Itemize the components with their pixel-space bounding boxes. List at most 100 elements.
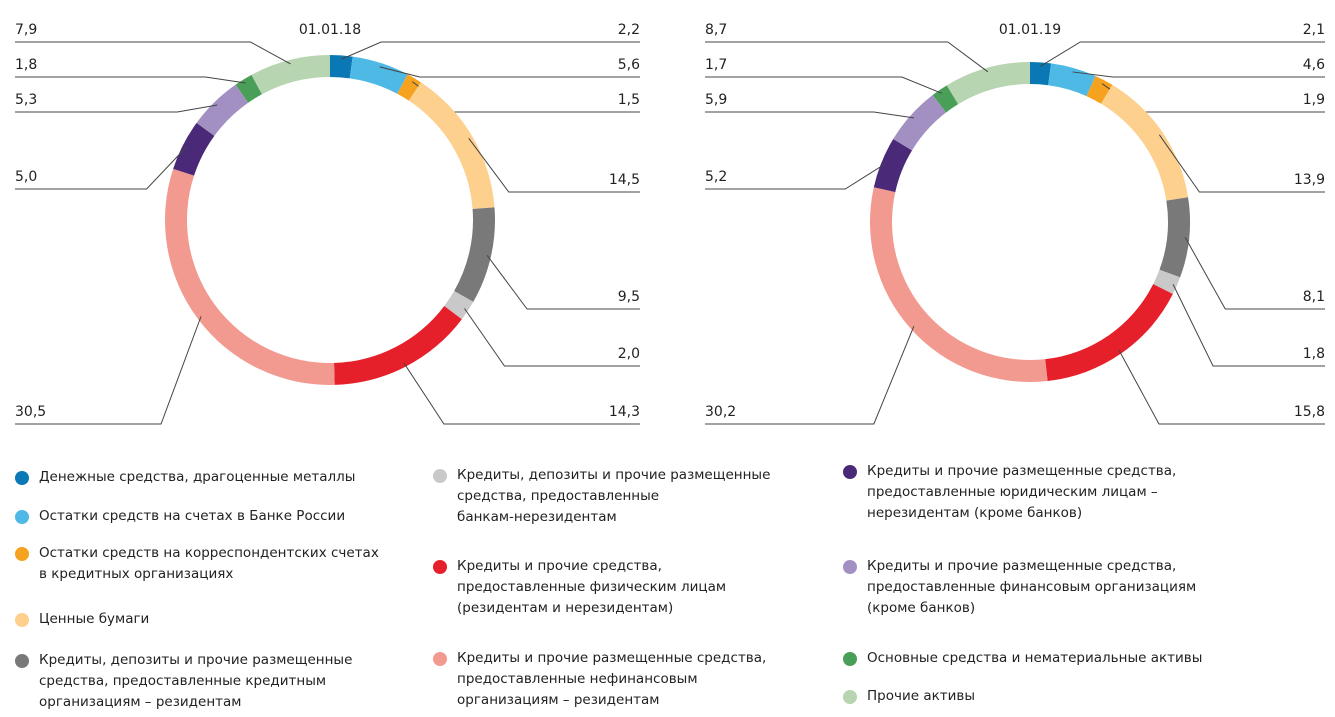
- leader-line: [464, 308, 640, 367]
- leader-line: [1040, 41, 1325, 67]
- value-label: 1,7: [705, 57, 727, 73]
- value-label: 8,1: [1303, 289, 1325, 305]
- donut-segment: [330, 55, 353, 79]
- legend-swatch: [15, 613, 29, 627]
- leader-line: [1184, 237, 1325, 310]
- legend-swatch: [843, 690, 857, 704]
- value-label: 1,5: [618, 92, 640, 108]
- leader-line: [15, 316, 202, 425]
- legend-item: Денежные средства, драгоценные металлы: [15, 467, 355, 488]
- donut-segment: [1048, 63, 1096, 97]
- legend-swatch: [843, 465, 857, 479]
- leader-line: [15, 104, 218, 113]
- legend-item: Кредиты, депозиты и прочие размещенные с…: [15, 650, 352, 713]
- value-label: 9,5: [618, 289, 640, 305]
- leader-line: [15, 41, 291, 65]
- donut-segment: [408, 82, 495, 210]
- value-label: 2,0: [618, 346, 640, 362]
- leader-line: [705, 111, 914, 119]
- value-label: 5,9: [705, 92, 727, 108]
- donut-segment: [349, 56, 408, 94]
- value-label: 14,3: [609, 404, 640, 420]
- leader-line: [1072, 71, 1325, 78]
- legend-swatch: [433, 560, 447, 574]
- value-label: 1,8: [1303, 346, 1325, 362]
- value-label: 4,6: [1303, 57, 1325, 73]
- donut-segment: [869, 187, 1048, 382]
- value-label: 14,5: [609, 172, 640, 188]
- legend-label: Основные средства и нематериальные актив…: [867, 650, 1203, 666]
- legend-item: Ценные бумаги: [15, 609, 149, 630]
- legend-swatch: [15, 654, 29, 668]
- legend-label: Кредиты и прочие размещенные средства, п…: [457, 650, 767, 708]
- legend-label: Кредиты, депозиты и прочие размещенные с…: [39, 652, 353, 710]
- legend-item: Остатки средств на корреспондентских сче…: [15, 543, 379, 585]
- value-label: 1,9: [1303, 92, 1325, 108]
- leader-line: [705, 325, 915, 425]
- value-label: 5,0: [15, 169, 37, 185]
- leader-line: [486, 255, 640, 310]
- legend-item: Кредиты и прочие размещенные средства, п…: [843, 461, 1176, 524]
- legend-item: Основные средства и нематериальные актив…: [843, 648, 1202, 669]
- leader-line: [403, 362, 640, 425]
- value-label: 7,9: [15, 22, 37, 38]
- donut-segment: [334, 305, 462, 385]
- legend-label: Денежные средства, драгоценные металлы: [39, 469, 356, 485]
- chart-title: 01.01.19: [999, 22, 1061, 38]
- value-label: 2,2: [618, 22, 640, 38]
- legend-label: Кредиты и прочие размещенные средства, п…: [867, 463, 1177, 521]
- legend-swatch: [843, 560, 857, 574]
- donut-segment: [397, 74, 421, 101]
- value-label: 2,1: [1303, 22, 1325, 38]
- value-label: 5,6: [618, 57, 640, 73]
- legend-label: Остатки средств на корреспондентских сче…: [39, 545, 379, 582]
- donut-segment: [1086, 75, 1113, 104]
- donut-segment: [444, 290, 474, 320]
- donut-segment: [873, 138, 913, 193]
- donut-segment: [454, 207, 496, 302]
- legend-item: Кредиты и прочие размещенные средства, п…: [843, 556, 1196, 619]
- legend-label: Кредиты, депозиты и прочие размещенные с…: [457, 467, 771, 525]
- value-label: 30,2: [705, 404, 736, 420]
- legend-label: Кредиты и прочие размещенные средства, п…: [867, 558, 1197, 616]
- legend-swatch: [15, 510, 29, 524]
- legend-label: Прочие активы: [867, 688, 976, 704]
- value-label: 5,3: [15, 92, 37, 108]
- legend-item: Остатки средств на счетах в Банке России: [15, 506, 345, 527]
- value-label: 8,7: [705, 22, 727, 38]
- legend-swatch: [15, 471, 29, 485]
- donut-segment: [164, 168, 335, 385]
- legend-label: Ценные бумаги: [39, 611, 150, 627]
- leader-line: [15, 146, 187, 190]
- value-label: 15,8: [1294, 404, 1325, 420]
- legend-label: Кредиты и прочие средства, предоставленн…: [457, 558, 727, 616]
- donut-segment: [1030, 62, 1052, 86]
- donut-segment: [235, 74, 262, 103]
- leader-line: [340, 41, 640, 60]
- legend-swatch: [433, 652, 447, 666]
- donut-segment: [251, 55, 330, 95]
- leader-line: [705, 76, 943, 94]
- legend-swatch: [433, 469, 447, 483]
- value-label: 1,8: [15, 57, 37, 73]
- leader-line: [468, 138, 640, 193]
- donut-segment: [1159, 197, 1191, 278]
- legend-item: Кредиты, депозиты и прочие размещенные с…: [433, 465, 770, 528]
- legend-item: Прочие активы: [843, 686, 975, 707]
- legend-label: Остатки средств на счетах в Банке России: [39, 508, 346, 524]
- leader-line: [705, 41, 989, 73]
- donut-segment: [1153, 269, 1181, 295]
- donut-segment: [173, 122, 215, 176]
- donut-segment: [1101, 84, 1189, 201]
- leader-line: [705, 163, 886, 190]
- legend-item: Кредиты и прочие средства, предоставленн…: [433, 556, 726, 619]
- donut-segment: [893, 95, 947, 151]
- value-label: 30,5: [15, 404, 46, 420]
- leader-line: [379, 66, 640, 78]
- leader-line: [15, 76, 246, 84]
- donut-segment: [946, 62, 1030, 105]
- leader-line: [1158, 134, 1325, 193]
- legend-item: Кредиты и прочие размещенные средства, п…: [433, 648, 766, 711]
